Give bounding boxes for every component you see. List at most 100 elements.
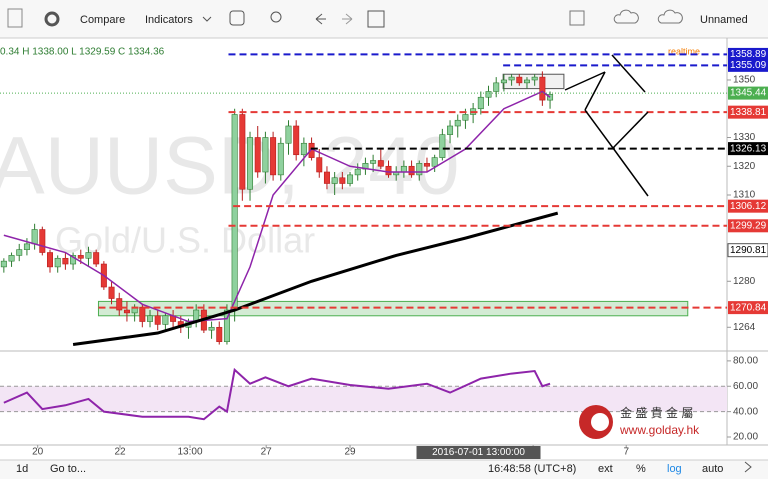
price-label: 1345.44 — [730, 88, 767, 99]
snapshot-icon[interactable] — [569, 10, 585, 26]
candle-body — [493, 82, 500, 92]
candle-body — [8, 255, 15, 262]
candle-body — [477, 96, 484, 110]
y-tick-label: 1350 — [733, 75, 756, 86]
candle-body — [31, 229, 38, 245]
layout-name[interactable]: Unnamed — [700, 14, 748, 26]
y-tick-label: 1320 — [733, 161, 756, 172]
candle-body — [439, 134, 446, 158]
x-tick-label: 27 — [261, 447, 273, 458]
symbol-box[interactable] — [7, 8, 23, 28]
price-label-box — [728, 219, 768, 233]
candle-body — [316, 157, 323, 173]
moving-average — [72, 211, 559, 347]
y-tick-label: 1264 — [733, 322, 756, 333]
candle-body — [300, 142, 307, 156]
candle-body — [400, 165, 407, 173]
candle-body — [416, 163, 423, 176]
x-tick-label: 20 — [32, 447, 44, 458]
price-label: 1299.29 — [730, 220, 767, 231]
candle-body — [108, 286, 115, 299]
candle-body — [139, 306, 146, 322]
candle-body — [239, 114, 246, 190]
candle-body — [147, 315, 154, 322]
y-tick-label: 1310 — [733, 190, 756, 201]
load-icon[interactable] — [613, 9, 639, 24]
price-label: 1358.89 — [730, 49, 767, 60]
ext-button[interactable]: ext — [598, 463, 613, 475]
candle-body — [77, 255, 84, 259]
price-label-box — [728, 301, 768, 315]
price-label-box — [727, 243, 768, 258]
price-label: 1326.13 — [730, 143, 767, 154]
price-label-box — [728, 86, 768, 100]
realtime-tag: realtime — [668, 46, 700, 56]
candle-body — [531, 76, 538, 81]
settings-icon[interactable] — [44, 11, 60, 27]
candle-body — [23, 243, 30, 250]
candle-body — [231, 114, 238, 311]
candle-body — [262, 137, 269, 173]
rsi-band — [0, 386, 727, 412]
projection-arrow — [612, 111, 649, 149]
candle-body — [277, 142, 284, 176]
save-icon[interactable] — [657, 9, 683, 24]
candle-body — [339, 177, 346, 184]
crosshair-box — [416, 446, 541, 459]
percent-button[interactable]: % — [636, 463, 646, 475]
y-tick-label: 1330 — [733, 132, 756, 143]
candle-body — [500, 79, 507, 84]
candle-body — [154, 315, 161, 325]
candle-body — [39, 229, 46, 253]
candle-body — [423, 163, 430, 167]
candle-body — [377, 160, 384, 167]
settings-gear[interactable] — [744, 461, 752, 473]
candle-body — [508, 76, 515, 81]
candle-body — [62, 257, 69, 265]
projection-arrow — [564, 71, 606, 91]
rsi-y-tick-label: 20.00 — [733, 432, 758, 443]
candle-body — [347, 174, 354, 184]
candle-body — [447, 125, 454, 135]
candle-body — [462, 114, 469, 121]
price-label-box — [728, 47, 768, 61]
candle-body — [539, 76, 546, 101]
dropdown-icon[interactable] — [202, 16, 212, 22]
logo-url: www.golday.hk — [619, 423, 700, 437]
price-label: 1306.12 — [730, 201, 767, 212]
projection-arrow — [612, 147, 649, 197]
compare-button[interactable]: Compare — [80, 14, 125, 26]
rsi-line — [3, 367, 551, 421]
candle-body — [293, 125, 300, 156]
candle-body — [85, 252, 92, 259]
candle-body — [454, 119, 461, 127]
bottom-bar — [0, 460, 768, 479]
log-button[interactable]: log — [667, 463, 682, 475]
price-label: 1270.84 — [730, 302, 767, 313]
candle-body — [370, 160, 377, 164]
candle-body — [47, 252, 53, 268]
x-tick-label: 13:00 — [178, 447, 203, 458]
undo-icon[interactable] — [315, 13, 326, 25]
candle-body — [254, 137, 261, 173]
interval-button[interactable]: 1d — [16, 463, 28, 475]
redo-icon[interactable] — [342, 13, 353, 25]
idea-icon[interactable] — [270, 11, 282, 23]
candle-body — [285, 125, 292, 144]
candle-body — [16, 249, 23, 256]
fullscreen-icon[interactable] — [367, 10, 385, 28]
candle-body — [116, 298, 123, 311]
price-label: 1338.81 — [730, 107, 767, 118]
moving-average — [3, 90, 551, 323]
goto-button[interactable]: Go to... — [50, 463, 86, 475]
alert-icon[interactable] — [229, 10, 245, 26]
indicators-button[interactable]: Indicators — [145, 14, 193, 26]
candle-body — [485, 91, 492, 98]
candle-body — [0, 260, 7, 268]
candle-body — [162, 315, 169, 325]
candle-body — [123, 309, 130, 314]
projection-arrow — [611, 54, 646, 93]
price-label-box — [728, 199, 768, 213]
auto-button[interactable]: auto — [702, 463, 723, 475]
